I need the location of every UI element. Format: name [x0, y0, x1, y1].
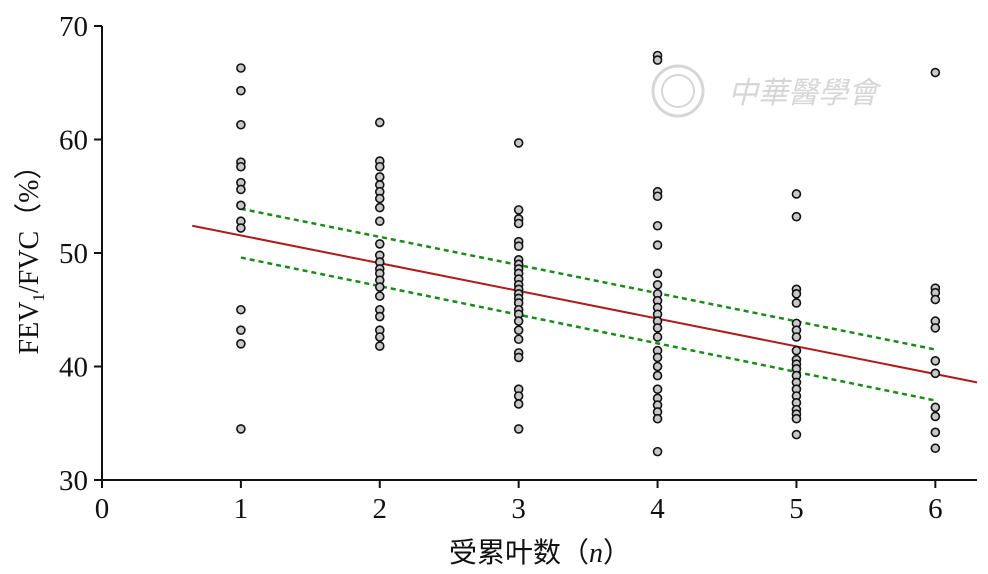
data-point	[930, 411, 941, 422]
data-point	[513, 325, 524, 335]
data-point	[652, 352, 663, 363]
data-point	[930, 443, 941, 454]
data-point	[652, 240, 663, 250]
data-point	[374, 117, 385, 128]
data-point	[652, 220, 663, 231]
x-tick-label: 6	[928, 493, 943, 525]
x-tick-label: 1	[234, 493, 249, 525]
x-axis-title-end: ）	[603, 537, 631, 569]
data-point	[652, 191, 663, 202]
data-point	[652, 55, 663, 65]
x-axis-title-main: 受累叶数（	[449, 537, 589, 569]
x-ticks: 0 1 2 3 4 5 6	[95, 480, 943, 525]
data-point	[374, 282, 385, 292]
x-tick-label: 5	[789, 493, 804, 525]
data-point	[652, 332, 663, 342]
data-point	[513, 205, 524, 215]
data-point	[791, 189, 802, 199]
data-point	[374, 311, 385, 322]
regression-line	[192, 224, 978, 384]
ci-lower-line	[240, 256, 936, 402]
data-point	[930, 356, 941, 366]
y-axis-title-prefix: FEV	[14, 302, 45, 355]
data-point	[652, 268, 663, 279]
watermark-seal-inner-icon	[661, 74, 695, 108]
x-tick-label: 4	[650, 493, 665, 525]
x-tick-label: 2	[373, 493, 388, 525]
data-point	[652, 323, 663, 333]
data-point	[513, 138, 524, 148]
data-point	[652, 279, 663, 290]
data-point	[791, 211, 802, 222]
data-points	[236, 50, 941, 457]
data-point	[791, 413, 802, 424]
data-point	[236, 325, 246, 335]
y-tick-label: 70	[59, 11, 88, 43]
data-point	[791, 289, 802, 299]
data-point	[374, 332, 385, 342]
data-point	[791, 429, 802, 440]
x-axis-title: 受累叶数（n）	[449, 537, 631, 569]
data-point	[374, 202, 385, 213]
data-point	[513, 218, 524, 229]
data-point	[513, 352, 524, 363]
data-point	[930, 323, 941, 333]
y-tick-label: 50	[59, 238, 88, 270]
data-point	[513, 241, 524, 251]
data-point	[513, 424, 524, 434]
y-axis-title-sub: 1	[29, 293, 48, 302]
data-point	[652, 413, 663, 424]
y-axis-title: FEV1/FVC（%）	[13, 152, 48, 355]
data-point	[652, 446, 663, 457]
regression-line-group	[192, 224, 978, 384]
data-point	[236, 184, 246, 195]
data-point	[652, 384, 663, 395]
data-point	[513, 334, 524, 345]
data-point	[652, 370, 663, 381]
data-point	[236, 85, 246, 96]
watermark-text: 中華醫學會	[728, 76, 882, 111]
data-point	[236, 200, 246, 211]
data-point	[930, 67, 941, 78]
x-axis-title-var: n	[589, 538, 603, 569]
data-point	[236, 119, 246, 130]
data-point	[652, 361, 663, 372]
data-point	[930, 427, 941, 438]
data-point	[374, 161, 385, 172]
watermark: 中華醫學會	[651, 64, 882, 118]
data-point	[236, 338, 246, 349]
y-tick-label: 60	[59, 125, 88, 157]
data-point	[513, 391, 524, 401]
data-point	[236, 63, 246, 73]
data-point	[791, 332, 802, 342]
data-point	[513, 399, 524, 409]
data-point	[374, 239, 385, 249]
y-tick-label: 30	[59, 465, 88, 497]
data-point	[374, 216, 385, 227]
data-point	[374, 172, 385, 182]
data-point	[374, 193, 385, 204]
y-axis-title-suffix: /FVC（%）	[13, 152, 45, 294]
data-point	[791, 345, 802, 356]
data-point	[236, 161, 246, 172]
data-point	[513, 316, 524, 326]
data-point	[930, 402, 941, 413]
x-tick-label: 0	[95, 493, 110, 525]
x-tick-label: 3	[511, 493, 526, 525]
data-point	[236, 424, 246, 434]
watermark-seal-icon	[651, 64, 705, 118]
ci-upper-line	[240, 207, 936, 351]
data-point	[374, 291, 385, 301]
confidence-band	[240, 207, 936, 402]
y-ticks: 30 40 50 60 70	[59, 11, 102, 497]
data-point	[236, 223, 246, 233]
data-point	[930, 368, 941, 379]
data-point	[791, 298, 802, 308]
data-point	[930, 294, 941, 305]
data-point	[236, 304, 246, 315]
y-tick-label: 40	[59, 352, 88, 384]
data-point	[374, 341, 385, 351]
